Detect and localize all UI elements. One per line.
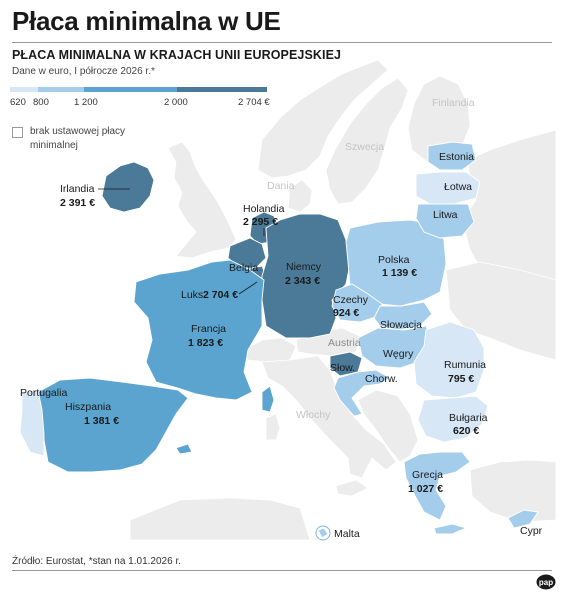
country-ireland[interactable]	[101, 161, 155, 213]
legend-tick-1200: 1 200	[74, 97, 98, 108]
source-note: Źródło: Eurostat, *stan na 1.01.2026 r.	[12, 556, 181, 567]
country-spain[interactable]	[37, 377, 189, 473]
label-austria: Austria	[328, 337, 361, 349]
label-ireland: Irlandia	[60, 183, 95, 195]
value-bulgaria: 620 €	[453, 425, 479, 437]
uk-land	[167, 141, 237, 259]
country-greece[interactable]	[403, 451, 471, 521]
label-denmark: Dania	[267, 180, 295, 192]
label-latvia: Łotwa	[444, 181, 472, 193]
country-bulgaria[interactable]	[417, 395, 489, 443]
malta-circle	[315, 525, 331, 541]
legend-tick-620: 620	[10, 97, 26, 108]
legend-swatch-3	[84, 87, 177, 92]
legend-color-scale	[10, 87, 267, 92]
label-netherlands: Holandia	[243, 203, 285, 215]
country-romania[interactable]	[413, 321, 485, 399]
label-hungary: Węgry	[383, 348, 414, 360]
no-data-swatch	[12, 127, 23, 138]
svg-text:pap: pap	[539, 578, 553, 587]
label-estonia: Estonia	[439, 151, 474, 163]
page-title: Płaca minimalna w UE	[12, 6, 281, 36]
value-france: 1 823 €	[188, 337, 223, 349]
data-note: Dane w euro, I półrocze 2026 r.*	[12, 66, 155, 77]
value-czechia: 924 €	[333, 307, 359, 319]
country-portugal[interactable]	[19, 389, 45, 457]
balkans-land	[357, 389, 419, 463]
label-slovakia: Słowacja	[380, 319, 422, 331]
legend-swatch-4	[177, 87, 267, 92]
label-sweden: Szwecja	[345, 141, 384, 153]
label-croatia: Chorw.	[365, 373, 398, 385]
sardinia-land	[265, 413, 281, 441]
label-belgium: Belgia	[229, 262, 258, 274]
label-italy: Włochy	[296, 409, 331, 421]
legend-tick-800: 800	[33, 97, 49, 108]
legend-tick-max: 2 704 €	[238, 97, 270, 108]
label-spain: Hiszpania	[65, 401, 111, 413]
north-africa-land	[129, 497, 311, 541]
sicily-land	[335, 479, 369, 497]
value-spain: 1 381 €	[84, 415, 119, 427]
legend-swatch-1	[10, 87, 38, 92]
label-greece: Grecja	[412, 469, 443, 481]
label-romania: Rumunia	[444, 359, 486, 371]
value-luxembourg: 2 704 €	[203, 289, 238, 301]
label-czechia: Czechy	[333, 294, 369, 306]
denmark-land	[287, 179, 313, 213]
label-lithuania: Litwa	[433, 209, 458, 221]
label-cyprus: Cypr	[520, 525, 543, 537]
legend-tick-2000: 2 000	[164, 97, 188, 108]
value-netherlands: 2 295 €	[243, 216, 278, 228]
pap-logo: pap	[536, 574, 556, 590]
country-lithuania[interactable]	[415, 203, 475, 239]
country-corsica[interactable]	[261, 385, 275, 413]
country-latvia[interactable]	[415, 171, 481, 205]
label-malta: Malta	[334, 528, 360, 540]
value-ireland: 2 391 €	[60, 197, 95, 209]
bottom-rule	[12, 570, 552, 571]
country-crete[interactable]	[433, 523, 468, 535]
ukraine-land	[445, 261, 557, 361]
country-france[interactable]	[133, 259, 265, 401]
label-germany: Niemcy	[286, 261, 322, 273]
value-greece: 1 027 €	[408, 483, 443, 495]
country-cyprus[interactable]	[507, 509, 539, 529]
switzerland-land	[243, 337, 297, 363]
value-germany: 2 343 €	[285, 275, 320, 287]
no-data-label: brak ustawowej płacy minimalnej	[30, 126, 126, 151]
country-malta[interactable]	[317, 527, 329, 539]
label-bulgaria: Bułgaria	[449, 412, 488, 424]
label-finland: Finlandia	[432, 97, 475, 109]
norway-land	[257, 59, 389, 179]
country-estonia[interactable]	[427, 141, 477, 171]
country-slovakia[interactable]	[373, 301, 433, 331]
luxembourg-leader	[238, 281, 258, 295]
label-slovenia: Słow.	[330, 362, 355, 374]
legend-swatch-2	[38, 87, 84, 92]
label-luxembourg: Luks.	[181, 289, 206, 301]
italy-land	[261, 355, 397, 479]
turkey-land	[469, 459, 557, 523]
top-rule	[12, 42, 552, 43]
country-balearic[interactable]	[175, 443, 193, 455]
country-croatia[interactable]	[333, 369, 391, 417]
label-poland: Polska	[378, 254, 410, 266]
subtitle: PŁACA MINIMALNA W KRAJACH UNII EUROPEJSK…	[12, 48, 342, 62]
value-poland: 1 139 €	[382, 267, 417, 279]
value-romania: 795 €	[448, 373, 474, 385]
label-france: Francja	[191, 323, 226, 335]
sweden-land	[325, 77, 409, 205]
label-portugal: Portugalia	[20, 387, 67, 399]
